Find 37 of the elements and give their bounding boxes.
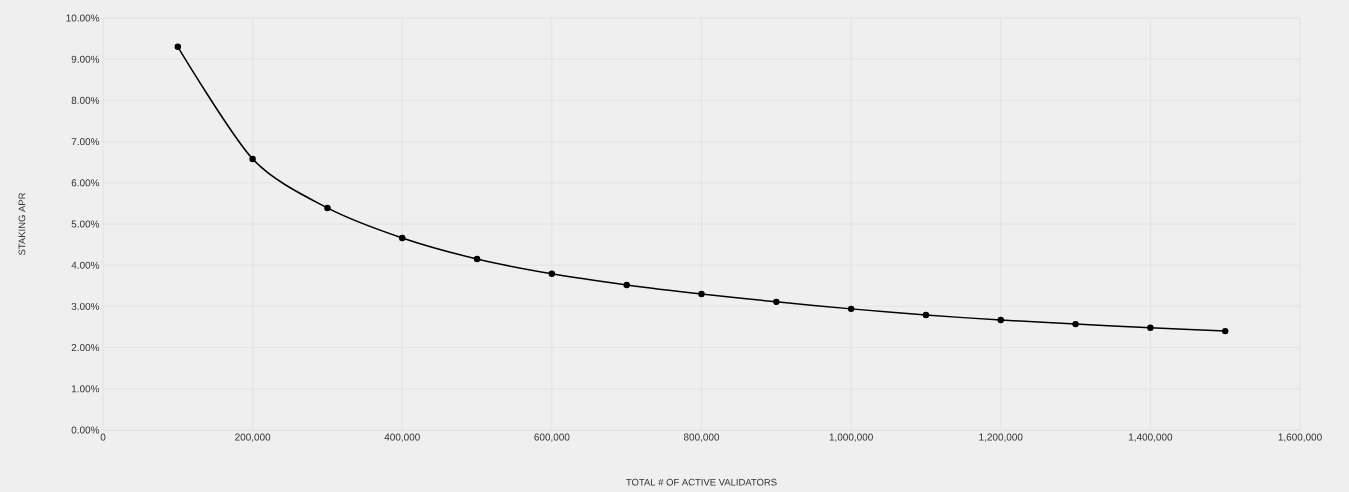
x-tick-label: 1,200,000 — [979, 433, 1023, 442]
x-tick-label: 0 — [100, 433, 106, 441]
x-axis-title: TOTAL # OF ACTIVE VALIDATORS — [626, 478, 777, 486]
point — [773, 298, 780, 306]
point — [1221, 327, 1229, 335]
x-tick-label: 1,000,000 — [829, 433, 873, 442]
y-tick-label: 0.00% — [71, 426, 100, 434]
y-tick-label: 2.00% — [71, 344, 100, 352]
x-tick-label: 600,000 — [534, 433, 570, 442]
point — [174, 43, 182, 51]
point — [623, 281, 630, 289]
point — [922, 311, 930, 319]
point — [548, 270, 556, 278]
point — [249, 155, 256, 163]
x-tick-label: 200,000 — [235, 433, 271, 442]
y-axis-title: STAKING APR — [18, 192, 26, 256]
point — [1072, 320, 1079, 328]
point — [997, 316, 1004, 324]
y-tick-label: 6.00% — [71, 179, 100, 187]
y-tick-label: 5.00% — [71, 220, 100, 228]
y-tick-label: 8.00% — [71, 96, 100, 104]
y-tick-label: 3.00% — [71, 302, 100, 310]
x-tick-label: 1,400,000 — [1128, 433, 1173, 442]
x-tick-label: 1,600,000 — [1278, 433, 1322, 442]
point — [399, 234, 406, 242]
point — [324, 204, 331, 212]
x-tick-label: 800,000 — [683, 433, 720, 442]
y-tick-label: 4.00% — [71, 261, 100, 269]
y-tick-label: 1.00% — [72, 385, 100, 393]
point — [473, 255, 481, 263]
point — [847, 305, 855, 313]
x-tick-label: 400,000 — [384, 433, 420, 442]
y-tick-label: 9.00% — [71, 55, 100, 63]
y-tick-label: 7.00% — [71, 138, 100, 146]
point — [698, 290, 705, 298]
y-tick-label: 10.00% — [66, 14, 100, 22]
point — [1147, 324, 1154, 332]
